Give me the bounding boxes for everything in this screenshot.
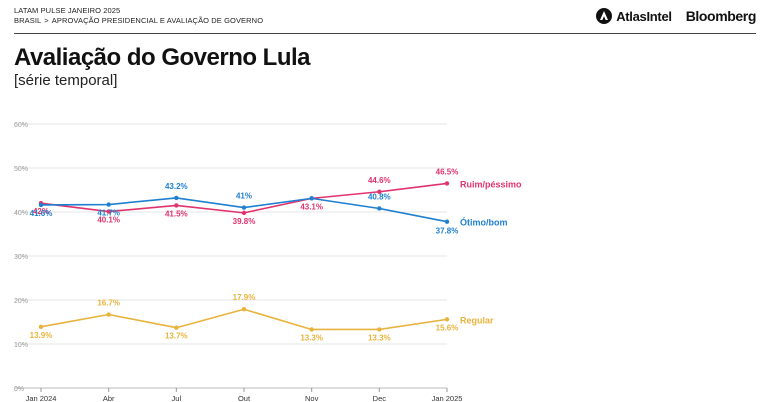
data-point-regular [106,312,111,317]
data-label-ruim: 43.1% [300,202,323,211]
label-layer: 42% 40.1% 41.5% 39.8% 43.1% 44.6% 46.5%Ruim/pé… [30,167,522,342]
x-tick-label: Jan 2025 [432,394,463,402]
data-point-otimo [444,219,450,224]
data-label-otimo: 41.7% [97,209,120,218]
atlasintel-logo-text: AtlasIntel [616,8,672,24]
data-point-otimo [106,202,111,207]
series-line-regular [40,308,448,331]
report-kicker: LATAM PULSE JANEIRO 2025 [14,6,121,15]
series-layer [38,181,450,332]
data-label-regular: 13.7% [165,332,188,341]
x-tick-label: Out [238,394,251,402]
data-label-regular: 13.3% [368,333,391,342]
data-point-ruim [106,209,111,214]
header-divider [14,33,756,34]
data-label-ruim: 44.6% [368,176,391,185]
y-tick-label: 60% [14,122,28,129]
x-tick-label: Dec [373,394,387,402]
y-tick-label: 0% [14,386,24,393]
breadcrumb-topic: APROVAÇÃO PRESIDENCIAL E AVALIAÇÃO DE GO… [51,16,264,25]
data-point-regular [38,324,44,330]
data-label-otimo: 41.6% [30,209,53,218]
data-point-regular [309,327,314,332]
data-point-otimo [174,195,179,201]
y-tick-label: 20% [14,298,28,305]
data-label-otimo: 43.2% [165,182,188,191]
breadcrumb-country: BRASIL [14,16,42,25]
data-point-ruim [444,181,450,186]
data-label-ruim: 46.5% [436,167,459,176]
chart-subtitle: [série temporal] [14,72,118,89]
y-tick-label: 10% [14,342,28,349]
data-label-ruim: 41.5% [165,209,188,218]
breadcrumb: BRASIL > APROVAÇÃO PRESIDENCIAL E AVALIAÇÃ… [14,16,263,26]
data-point-ruim [174,203,179,208]
data-label-regular: 15.6% [436,323,459,332]
series-name-otimo: Ótimo/bom [460,217,508,228]
data-point-ruim [241,210,247,216]
y-tick-label: 30% [14,254,28,261]
x-tick-label: Jul [172,394,182,402]
series-name-regular: Regular [460,315,494,325]
data-point-regular [174,325,179,330]
data-label-regular: 13.9% [30,331,53,340]
atlasintel-mark-icon [596,8,613,24]
data-point-ruim [377,189,382,194]
y-tick-label: 40% [14,210,28,217]
data-label-ruim: 40.1% [97,216,120,225]
x-tick-label: Abr [103,394,115,402]
data-label-otimo: 37.8% [436,227,459,236]
data-label-otimo: 41% [236,192,252,201]
data-label-otimo: 40.8% [368,192,391,201]
atlasintel-logo: AtlasIntel [596,8,672,24]
axis-layer: 0% 10% 20% 30% 40% 50% 60% Jan 2024 Abr Jul Out Nov… [14,122,462,402]
data-point-otimo [241,205,247,210]
data-point-otimo [309,196,314,201]
data-point-regular [241,307,247,312]
series-name-ruim: Ruim/péssimo [460,179,522,189]
chart-title: Avaliação do Governo Lula [14,44,311,71]
data-point-regular [377,327,382,332]
bloomberg-logo: Bloomberg [685,8,757,24]
x-tick-label: Jan 2024 [26,394,57,402]
data-label-regular: 13.3% [300,333,323,342]
x-tick-label: Nov [305,394,319,402]
breadcrumb-separator: > [44,16,49,25]
report-header: LATAM PULSE JANEIRO 2025 BRASIL > APROVAÇÃ… [14,6,263,26]
data-point-otimo [377,206,382,211]
y-tick-label: 50% [14,166,28,173]
data-label-ruim: 39.8% [233,217,256,226]
data-label-regular: 17.9% [233,293,256,302]
data-label-ruim: 42% [33,207,49,216]
grid-layer [15,123,447,389]
logo-bar: AtlasIntel Bloomberg [596,6,756,26]
data-point-regular [444,317,450,322]
data-label-regular: 16.7% [97,299,120,308]
data-point-otimo [38,202,44,208]
